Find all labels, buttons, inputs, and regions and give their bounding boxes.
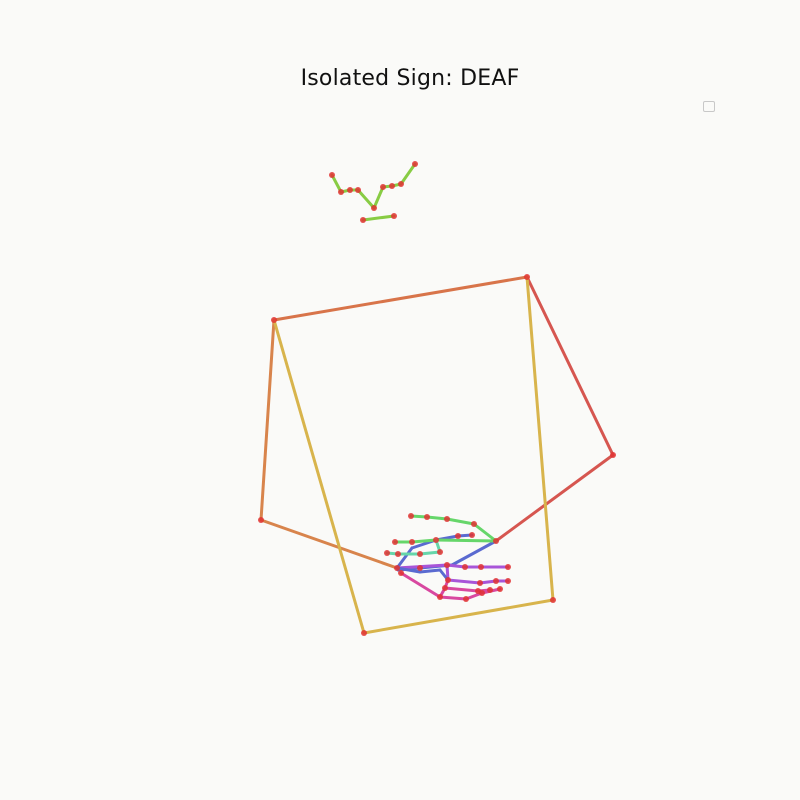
face-joint <box>329 172 335 178</box>
face-joint <box>398 181 404 187</box>
hand-joint <box>471 521 477 527</box>
face-joint <box>391 213 397 219</box>
face-joint <box>371 205 377 211</box>
body-joint <box>524 274 530 280</box>
hand-joint <box>463 596 469 602</box>
face-joint <box>412 161 418 167</box>
figure-title: Isolated Sign: DEAF <box>300 66 520 91</box>
hand-joint <box>462 564 468 570</box>
hand-edge <box>418 568 442 574</box>
hand-joint <box>487 587 493 593</box>
body-joint <box>610 452 616 458</box>
body-edge <box>259 318 276 522</box>
body-edge <box>259 518 399 570</box>
hand-skeleton <box>384 513 511 602</box>
hand-edge <box>395 566 422 574</box>
hand-joint <box>442 585 448 591</box>
hand-joint <box>469 532 475 538</box>
face-joint <box>360 217 366 223</box>
hand-joint <box>505 564 511 570</box>
face-edge <box>361 214 396 222</box>
hand-joint <box>444 516 450 522</box>
hand-joint <box>409 539 415 545</box>
face-edge <box>399 162 417 186</box>
hand-edge <box>395 546 414 570</box>
hand-edge <box>410 538 438 544</box>
legend-box <box>703 101 715 112</box>
hand-joint <box>477 580 483 586</box>
hand-edge <box>445 563 467 569</box>
face-edge <box>330 173 343 194</box>
hand-edge <box>443 586 480 593</box>
hand-edge <box>445 517 476 526</box>
body-edge <box>525 275 555 602</box>
hand-joint <box>384 550 390 556</box>
hand-edge <box>450 539 498 567</box>
hand-joint <box>475 588 481 594</box>
hand-joint <box>493 538 499 544</box>
hand-joint <box>493 578 499 584</box>
face-edge <box>372 185 385 210</box>
hand-edge <box>418 550 442 556</box>
hand-joint <box>433 537 439 543</box>
body-joint <box>550 597 556 603</box>
hand-joint <box>445 577 451 583</box>
face-joint <box>389 183 395 189</box>
face-joint <box>355 187 361 193</box>
hand-edge <box>472 522 498 543</box>
hand-joint <box>455 533 461 539</box>
hand-joint <box>437 549 443 555</box>
body-edge <box>272 275 529 322</box>
hand-joint <box>437 594 443 600</box>
hand-edge <box>425 515 449 521</box>
body-skeleton <box>258 274 616 636</box>
hand-edge <box>446 578 482 585</box>
face-landmarks <box>329 161 418 223</box>
hand-joint <box>417 551 423 557</box>
hand-joint <box>417 565 423 571</box>
body-edge <box>272 318 366 635</box>
body-joint <box>258 517 264 523</box>
hand-joint <box>424 514 430 520</box>
face-edge <box>356 188 376 210</box>
body-joint <box>271 317 277 323</box>
hand-joint <box>478 564 484 570</box>
hand-edge <box>399 571 442 599</box>
hand-joint <box>392 539 398 545</box>
hand-joint <box>395 551 401 557</box>
face-joint <box>380 184 386 190</box>
face-joint <box>338 189 344 195</box>
hand-joint <box>444 562 450 568</box>
hand-joint <box>497 586 503 592</box>
body-edge <box>525 275 615 457</box>
face-joint <box>347 187 353 193</box>
hand-joint <box>408 513 414 519</box>
hand-joint <box>505 578 511 584</box>
hand-joint <box>398 570 404 576</box>
hand-edge <box>438 595 468 601</box>
hand-edge <box>434 538 498 543</box>
hand-joint <box>394 565 400 571</box>
body-edge <box>494 453 615 543</box>
body-edge <box>362 598 555 635</box>
body-joint <box>361 630 367 636</box>
